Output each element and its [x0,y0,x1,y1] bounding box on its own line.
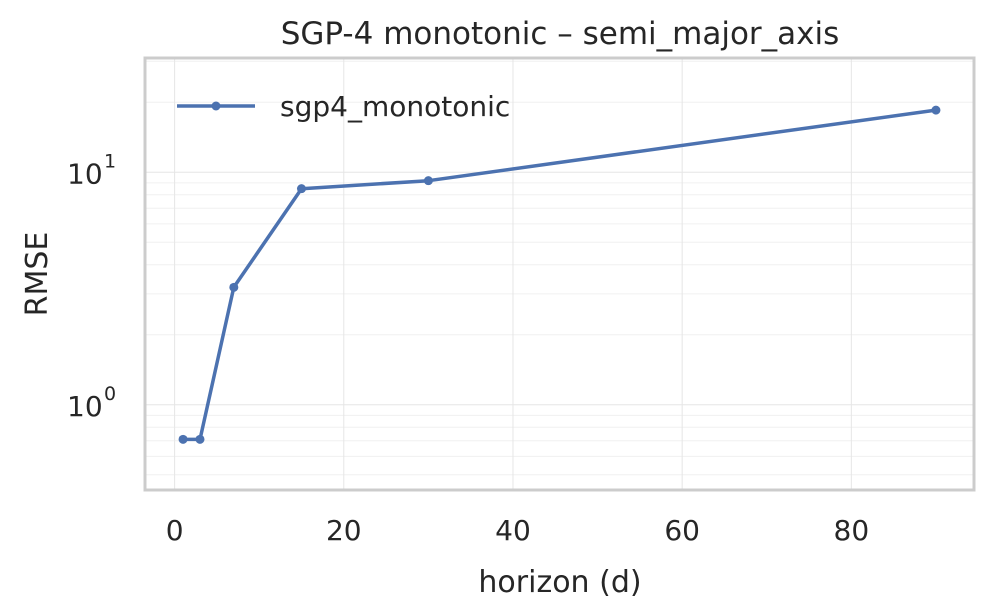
series-line-sgp4_monotonic [181,108,938,442]
x-tick-label: 20 [326,514,362,547]
y-axis-label: RMSE [20,232,55,317]
legend-label-sgp4_monotonic: sgp4_monotonic [280,90,510,123]
grid [145,58,974,490]
legend-marker-sgp4_monotonic [211,101,221,111]
data-point [178,434,188,444]
data-point [931,105,941,115]
plot-area [178,105,941,444]
data-point [229,282,239,292]
y-tick-exponent: 1 [104,150,116,172]
x-tick-label: 80 [834,514,870,547]
y-tick-base: 10 [67,157,103,190]
x-tick-label: 40 [495,514,531,547]
x-tick-label: 60 [664,514,700,547]
x-tick-label: 0 [166,514,184,547]
y-tick-label: 10 1 [67,150,116,190]
chart-title: SGP-4 monotonic – semi_major_axis [281,16,840,52]
x-axis-label: horizon (d) [478,565,641,600]
x-axis-ticks: 0 20 40 60 80 [166,514,869,547]
y-tick-base: 10 [67,390,103,423]
legend: sgp4_monotonic [177,90,510,123]
y-tick-exponent: 0 [104,383,116,405]
data-point [423,176,433,186]
data-point [195,434,205,444]
data-point [296,184,306,194]
y-tick-label: 10 0 [67,383,116,423]
plot-frame [143,56,976,492]
